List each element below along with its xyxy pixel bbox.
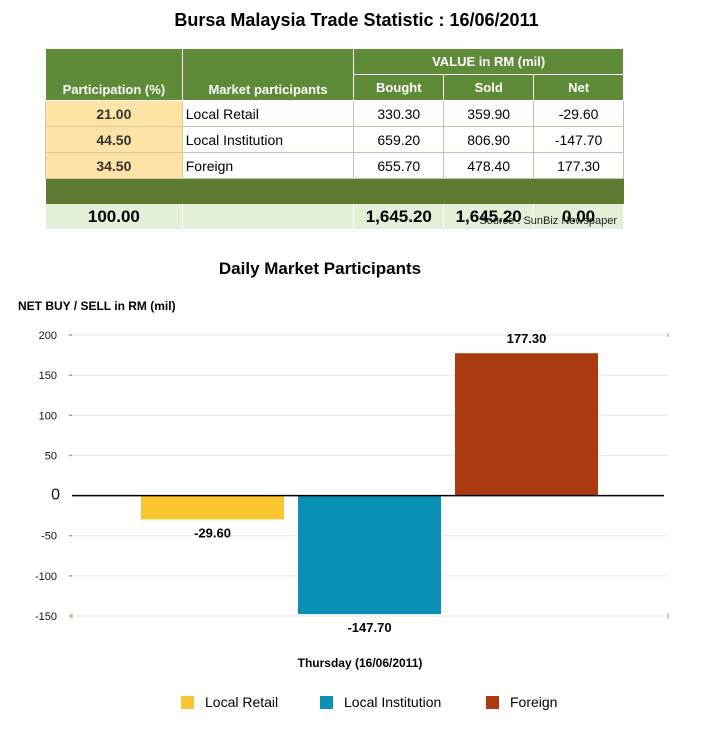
y-axis-label: NET BUY / SELL in RM (mil) (18, 299, 176, 313)
header-bought: Bought (353, 74, 445, 101)
data-label: -29.60 (194, 525, 231, 540)
x-axis-label: Thursday (16/06/2011) (298, 656, 423, 670)
chart-title: Daily Market Participants (218, 259, 422, 278)
page-title: Bursa Malaysia Trade Statistic : 16/06/2… (174, 10, 539, 30)
bought-cell: 659.20 (353, 126, 445, 153)
bar-foreign (455, 353, 598, 496)
legend-swatch-local-retail (181, 695, 194, 709)
y-tick-label: -150 (35, 611, 57, 623)
legend-item-foreign: Foreign (486, 694, 557, 710)
total-empty-cell (181, 204, 355, 229)
bar-local-institution (298, 495, 441, 615)
y-tick-label: 200 (39, 330, 57, 342)
net-buy-sell-chart: 200 150 100 50 0 -50 -100 -150 -29.60 -147.70 177.… (35, 330, 669, 670)
participation-cell: 21.00 (45, 100, 183, 127)
data-label: -147.70 (347, 620, 391, 635)
total-sold: 1,645.20 (443, 204, 535, 229)
participation-cell: 34.50 (45, 152, 183, 179)
net-cell: 177.30 (533, 152, 624, 179)
sold-cell: 806.90 (443, 126, 535, 153)
header-sold: Sold (443, 74, 535, 101)
legend-swatch-foreign (486, 695, 499, 709)
y-tick-label: -100 (35, 571, 57, 583)
legend-swatch-local-institution (320, 695, 333, 709)
header-participation: Participation (%) (45, 48, 183, 101)
total-participation: 100.00 (45, 204, 183, 229)
sold-cell: 478.40 (443, 152, 535, 179)
trade-statistic-table: Participation (%) Market participants VA… (45, 48, 624, 229)
bought-cell: 330.30 (353, 100, 445, 127)
participant-cell: Foreign (181, 152, 355, 179)
table-row: 44.50 Local Institution 659.20 806.90 -1… (45, 126, 624, 153)
y-tick-label: 100 (39, 410, 57, 422)
header-value: VALUE in RM (mil) (353, 48, 624, 75)
header-net: Net (533, 74, 624, 101)
legend-label: Local Institution (344, 694, 442, 710)
participation-cell: 44.50 (45, 126, 183, 153)
total-bought: 1,645.20 (353, 204, 445, 229)
total-separator (45, 178, 624, 204)
table-row: 34.50 Foreign 655.70 478.40 177.30 (45, 152, 624, 179)
total-net: 0.00 (533, 204, 624, 229)
source-note: Source : SunBiz Newspaper (479, 215, 617, 227)
data-label: 177.30 (507, 331, 547, 346)
y-tick-label: 50 (45, 450, 57, 462)
total-row: 100.00 1,645.20 1,645.20 0.00 (45, 204, 624, 229)
participant-cell: Local Institution (181, 126, 355, 153)
legend-label: Foreign (510, 694, 558, 710)
header-market-participants: Market participants (181, 48, 355, 101)
bought-cell: 655.70 (353, 152, 445, 179)
legend-label: Local Retail (205, 694, 279, 710)
table-row: 21.00 Local Retail 330.30 359.90 -29.60 (45, 100, 624, 127)
sold-cell: 359.90 (443, 100, 535, 127)
y-tick-label: -50 (41, 531, 57, 543)
legend-item-local-institution: Local Institution (320, 694, 441, 710)
y-tick-label: 0 (51, 487, 60, 504)
net-cell: -29.60 (533, 100, 624, 127)
legend-item-local-retail: Local Retail (181, 694, 278, 710)
bar-local-retail (141, 495, 284, 520)
y-tick-label: 150 (39, 370, 57, 382)
participant-cell: Local Retail (181, 100, 355, 127)
net-cell: -147.70 (533, 126, 624, 153)
